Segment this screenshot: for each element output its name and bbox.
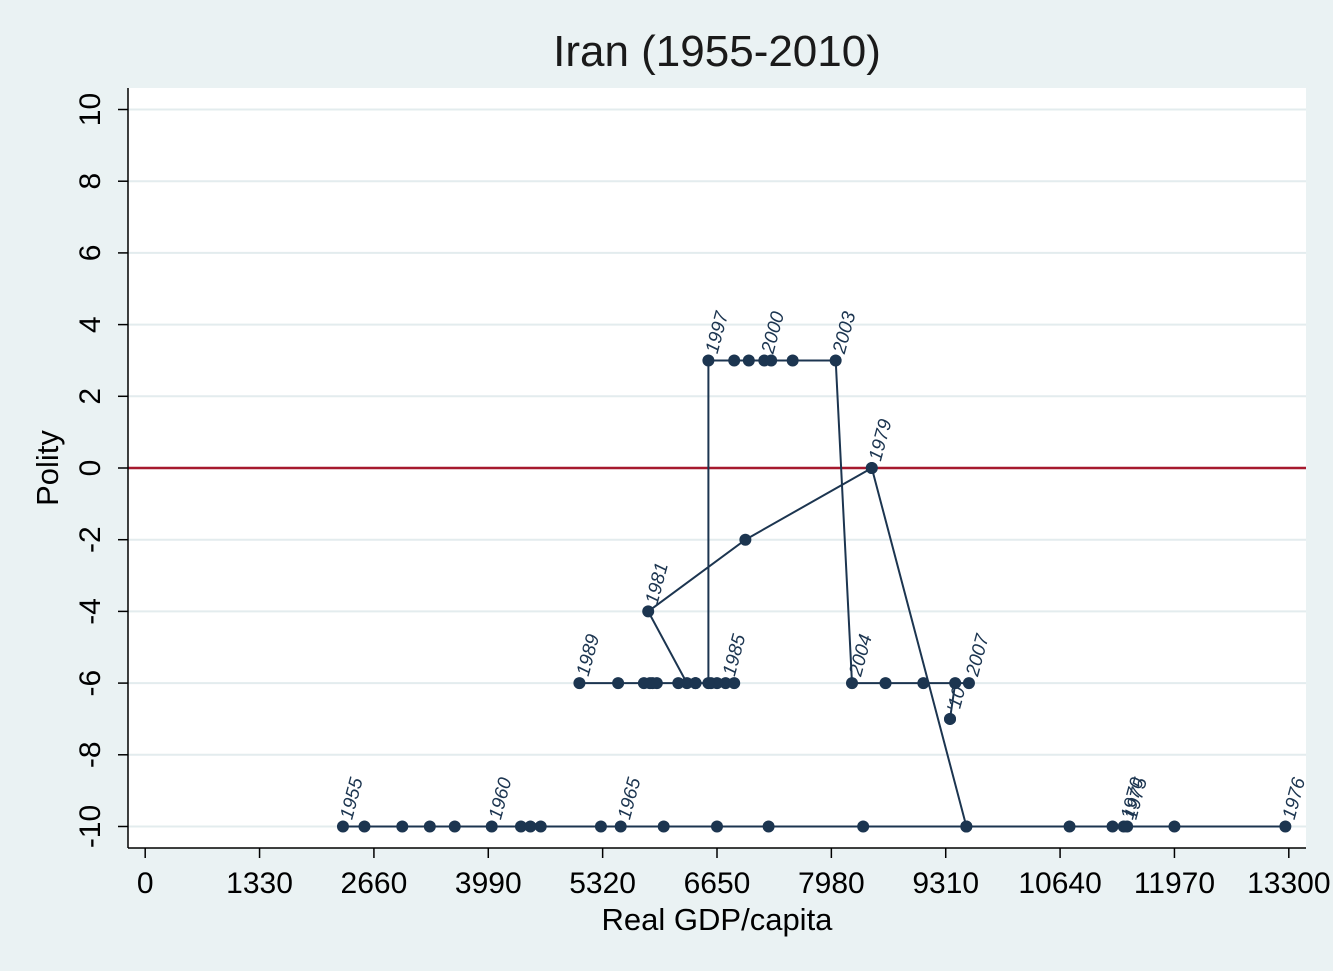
data-point bbox=[711, 820, 723, 833]
data-point bbox=[612, 677, 625, 690]
x-tick-label: 9310 bbox=[912, 867, 979, 900]
data-point bbox=[514, 820, 527, 833]
data-point bbox=[917, 677, 930, 690]
data-point bbox=[960, 820, 973, 833]
data-point bbox=[728, 354, 741, 367]
y-tick-label: 0 bbox=[74, 460, 107, 477]
data-point bbox=[650, 677, 663, 690]
data-point bbox=[711, 677, 723, 690]
data-point bbox=[448, 820, 461, 833]
data-point bbox=[485, 820, 498, 833]
x-tick-label: 10640 bbox=[1018, 867, 1101, 900]
data-point bbox=[786, 354, 799, 367]
data-point bbox=[1106, 820, 1119, 833]
x-tick-label: 3990 bbox=[455, 867, 522, 900]
data-point bbox=[689, 677, 702, 690]
data-point bbox=[534, 820, 547, 833]
data-point bbox=[762, 820, 775, 833]
chart-title: Iran (1955-2010) bbox=[553, 27, 881, 76]
y-tick-label: 2 bbox=[74, 388, 107, 405]
data-point bbox=[728, 677, 741, 690]
data-point bbox=[594, 820, 607, 833]
x-tick-label: 0 bbox=[137, 867, 154, 900]
data-point bbox=[524, 820, 537, 833]
data-point bbox=[739, 533, 752, 546]
axes: -10 -8 -6 -4 -2 0 2 4 6 8 10 0 1330 2660 3990 5320 6650 7… bbox=[74, 88, 1331, 900]
y-tick-label: -4 bbox=[74, 598, 107, 625]
x-tick-label: 2660 bbox=[341, 867, 408, 900]
x-axis-title: Real GDP/capita bbox=[602, 902, 834, 937]
y-tick-label: -10 bbox=[74, 805, 107, 848]
data-point bbox=[702, 354, 715, 367]
y-axis-title: Polity bbox=[30, 430, 65, 506]
y-tick-label: 10 bbox=[74, 93, 107, 126]
x-tick-label: 1330 bbox=[226, 867, 293, 900]
data-point bbox=[680, 677, 693, 690]
data-point bbox=[396, 820, 409, 833]
y-tick-label: 6 bbox=[74, 245, 107, 262]
y-tick-label: -2 bbox=[74, 526, 107, 553]
x-tick-label: 6650 bbox=[684, 867, 751, 900]
data-point bbox=[642, 605, 655, 618]
y-tick-label: -8 bbox=[74, 741, 107, 768]
data-point bbox=[765, 354, 778, 367]
data-point bbox=[1121, 820, 1134, 833]
data-point bbox=[657, 820, 670, 833]
data-point bbox=[1063, 820, 1076, 833]
data-point bbox=[879, 677, 892, 690]
data-point bbox=[857, 820, 870, 833]
x-tick-label: 7980 bbox=[798, 867, 865, 900]
data-point bbox=[719, 677, 732, 690]
data-point bbox=[944, 712, 957, 725]
data-point bbox=[672, 677, 685, 690]
data-point bbox=[1279, 820, 1292, 833]
data-point bbox=[1168, 820, 1181, 833]
y-tick-label: -6 bbox=[74, 670, 107, 697]
data-point bbox=[949, 677, 962, 690]
y-tick-label: 8 bbox=[74, 173, 107, 190]
data-point bbox=[865, 462, 878, 474]
y-tick-label: 4 bbox=[74, 316, 107, 333]
series-layer bbox=[336, 354, 1292, 833]
data-point bbox=[423, 820, 436, 833]
data-point bbox=[742, 354, 755, 367]
data-point bbox=[962, 677, 975, 690]
data-point bbox=[702, 677, 715, 690]
x-tick-label: 5320 bbox=[569, 867, 636, 900]
x-tick-label: 13300 bbox=[1247, 867, 1330, 900]
data-point bbox=[573, 677, 586, 690]
data-point bbox=[829, 354, 842, 367]
data-point bbox=[614, 820, 627, 833]
data-point bbox=[358, 820, 371, 833]
x-tick-label: 11970 bbox=[1134, 867, 1215, 900]
data-point bbox=[336, 820, 349, 833]
data-point bbox=[845, 677, 858, 690]
